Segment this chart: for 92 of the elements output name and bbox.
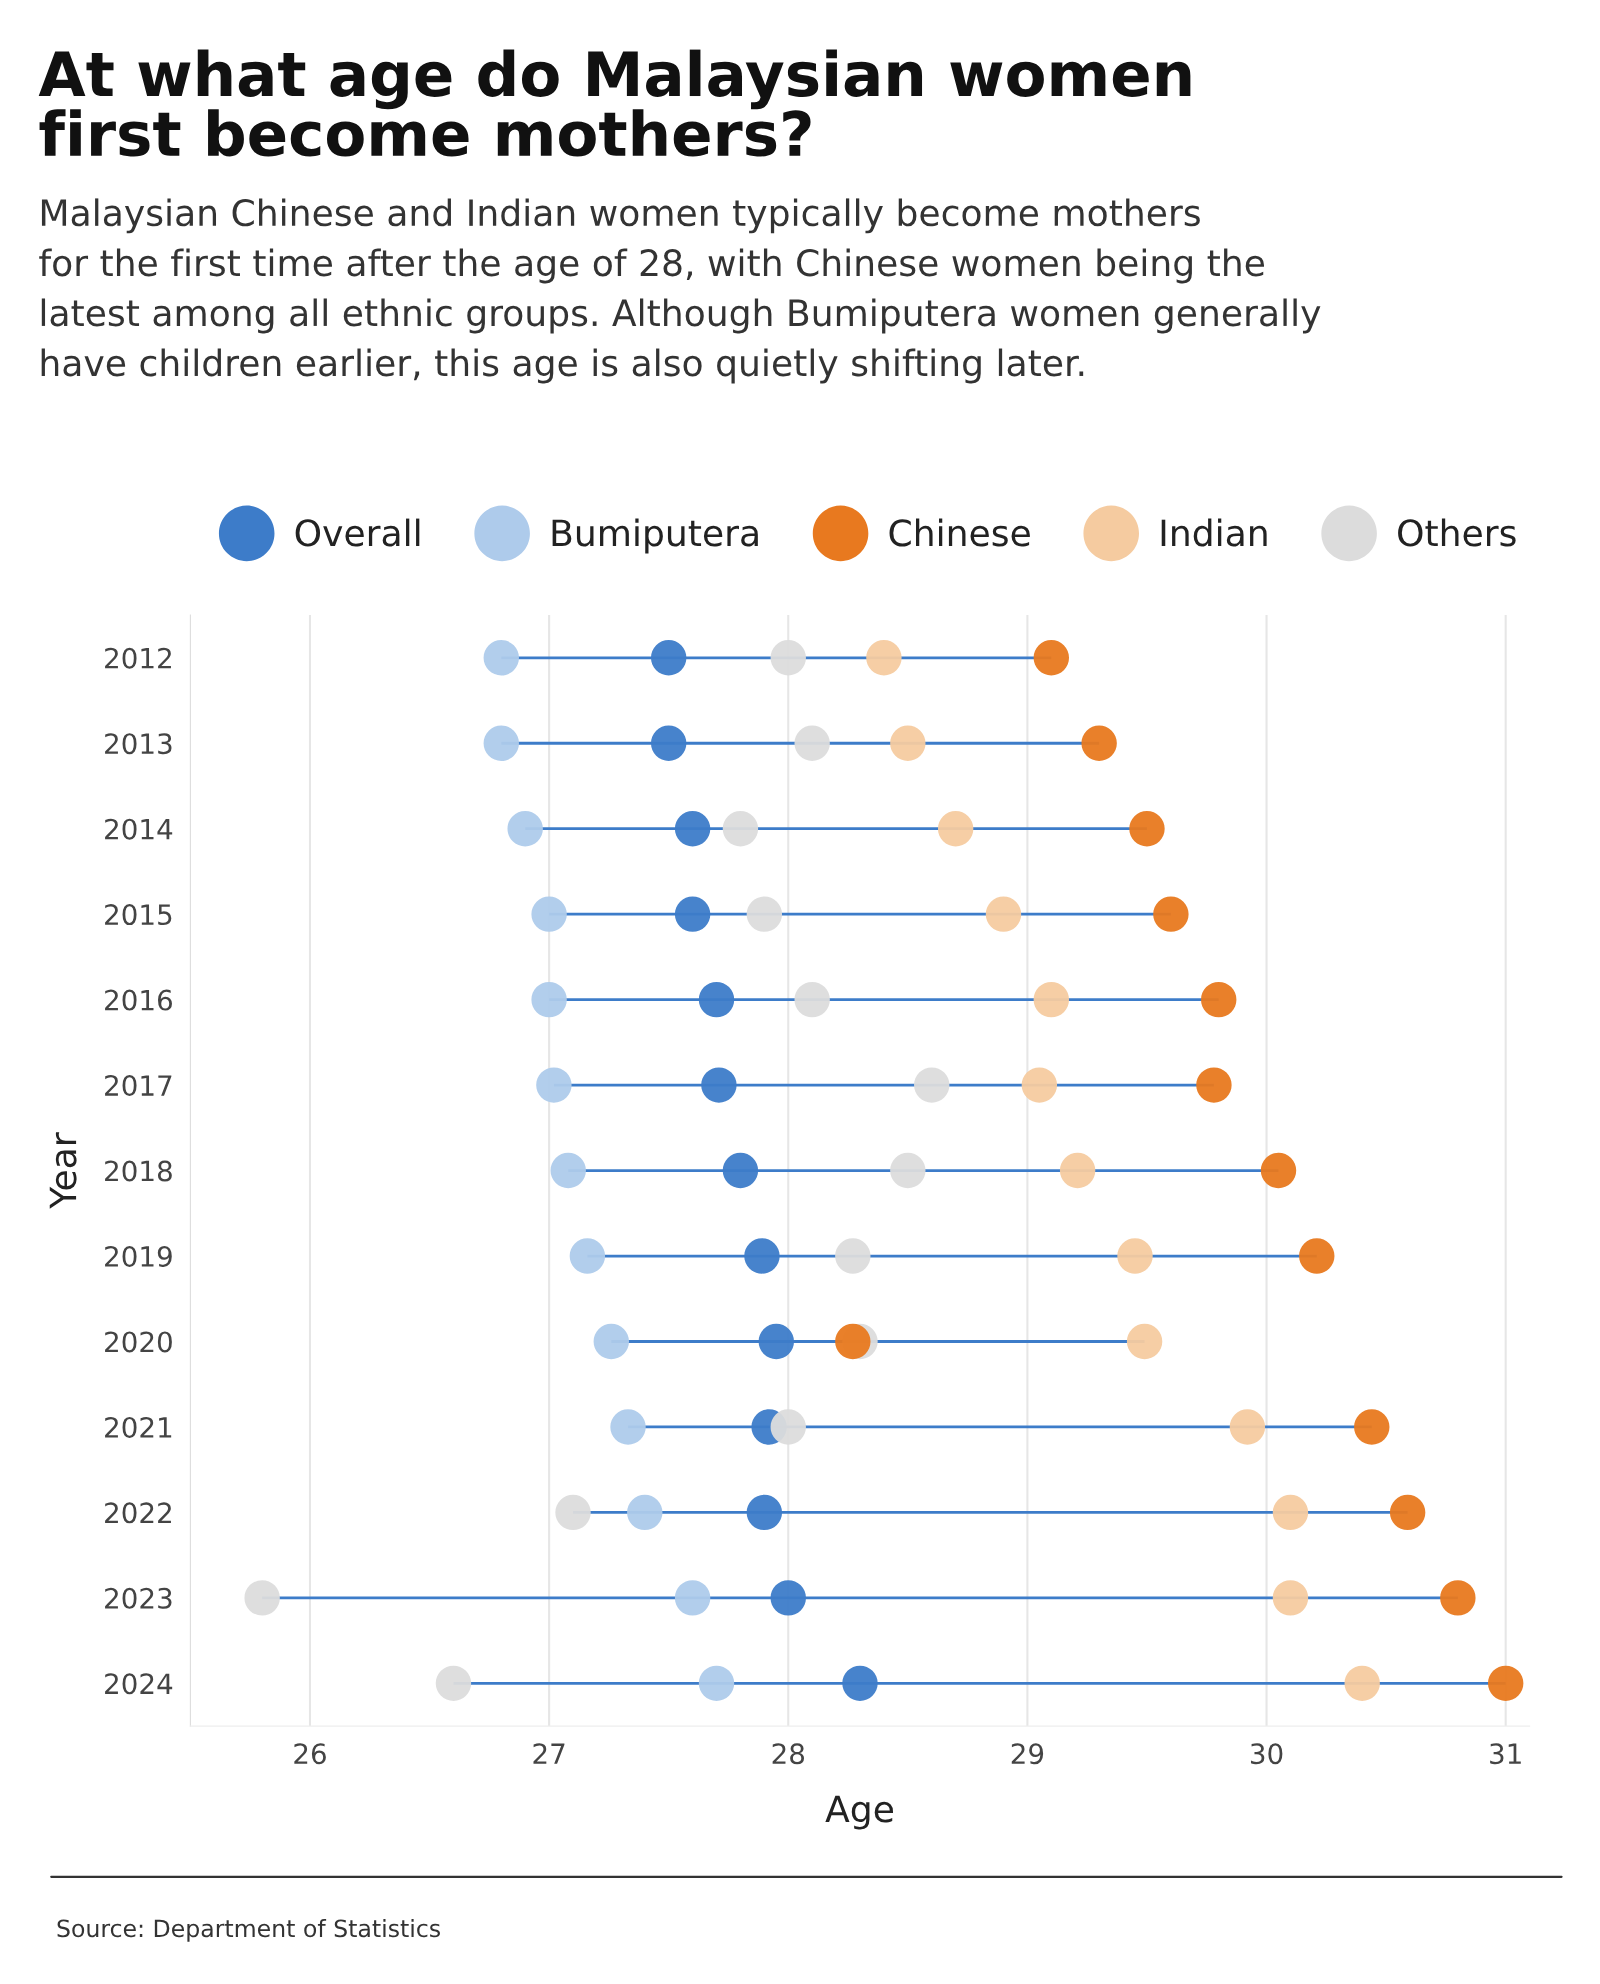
point <box>698 981 735 1018</box>
y-tick-label: 2022 <box>105 1502 171 1524</box>
point <box>914 1067 950 1103</box>
point <box>674 896 711 932</box>
point <box>1272 1580 1309 1616</box>
point <box>746 896 783 932</box>
source-note: Source: Department of Statistics <box>57 1919 440 1942</box>
y-axis-title: Year <box>49 1132 77 1209</box>
point <box>746 1494 783 1531</box>
point <box>722 1152 759 1189</box>
point <box>1129 811 1165 847</box>
point <box>722 811 759 847</box>
point <box>770 1580 806 1616</box>
point <box>794 725 830 761</box>
point <box>650 640 687 676</box>
x-tick-label: 26 <box>294 1743 326 1765</box>
point <box>483 640 519 676</box>
y-tick-label: 2018 <box>105 1160 172 1182</box>
point <box>536 1067 572 1103</box>
y-tick-label: 2020 <box>105 1331 172 1353</box>
point <box>698 1665 735 1702</box>
y-tick-label: 2021 <box>105 1416 172 1438</box>
y-tick-label: 2015 <box>105 904 172 926</box>
point <box>244 1580 280 1616</box>
y-tick-label: 2012 <box>105 647 171 669</box>
y-tick-label: 2017 <box>105 1075 172 1097</box>
point <box>1299 1238 1335 1274</box>
point <box>835 1238 871 1274</box>
point <box>744 1238 780 1274</box>
point <box>555 1494 591 1531</box>
point <box>1117 1238 1153 1274</box>
y-tick-label: 2014 <box>105 818 173 840</box>
point <box>770 1409 806 1445</box>
y-tick-label: 2019 <box>105 1245 172 1267</box>
point <box>1033 640 1070 676</box>
point <box>650 725 687 761</box>
chart-subtitle: Malaysian Chinese and Indian women typically become mothers for the first time after the age of 28, with Chinese women being the latest among all ethnic groups. Although Bumiputera women generally have children earlier, this age is also quietly shifting later. <box>39 198 1321 384</box>
x-tick-label: 28 <box>772 1743 805 1765</box>
point <box>1021 1067 1058 1103</box>
point <box>550 1152 586 1189</box>
point <box>1059 1152 1096 1189</box>
point <box>835 1323 871 1360</box>
legend-label: Others <box>1398 518 1516 547</box>
x-tick-label: 31 <box>1490 1743 1521 1765</box>
point <box>674 1580 711 1616</box>
point <box>1354 1409 1390 1445</box>
point <box>674 811 711 847</box>
point <box>701 1067 737 1103</box>
legend-label: Bumiputera <box>552 518 758 554</box>
y-tick-label: 2024 <box>105 1673 173 1695</box>
y-tick-label: 2023 <box>105 1587 172 1609</box>
x-tick-label: 27 <box>533 1743 565 1764</box>
point <box>890 725 926 761</box>
point <box>842 1665 878 1702</box>
point <box>794 981 830 1018</box>
point <box>1196 1067 1232 1103</box>
point <box>758 1323 794 1360</box>
point <box>1260 1152 1297 1189</box>
legend-label: Chinese <box>889 518 1030 547</box>
legend-label: Overall <box>295 518 420 547</box>
point <box>1440 1580 1476 1616</box>
point <box>610 1409 646 1445</box>
point <box>1229 1409 1266 1445</box>
point <box>507 811 543 847</box>
point <box>593 1323 629 1360</box>
point <box>483 725 519 761</box>
x-axis-title: Age <box>825 1795 893 1830</box>
point <box>1389 1494 1426 1531</box>
point <box>1201 981 1237 1018</box>
point <box>1081 725 1117 761</box>
point <box>1153 896 1189 932</box>
legend-label: Indian <box>1161 518 1267 547</box>
point <box>985 896 1022 932</box>
point <box>866 640 902 676</box>
point <box>569 1238 606 1274</box>
point <box>627 1494 663 1531</box>
point <box>531 981 567 1018</box>
point <box>937 811 974 847</box>
y-tick-label: 2016 <box>105 989 172 1011</box>
point <box>435 1665 472 1702</box>
point <box>890 1152 926 1189</box>
y-tick-label: 2013 <box>105 733 172 755</box>
point <box>770 640 806 676</box>
x-tick-label: 30 <box>1250 1743 1283 1765</box>
point <box>1272 1494 1309 1531</box>
point <box>531 896 567 932</box>
point <box>1487 1665 1524 1702</box>
point <box>1126 1323 1163 1360</box>
chart-title: At what age do Malaysian women first become mothers? <box>38 49 1191 157</box>
point <box>1344 1665 1380 1702</box>
x-tick-label: 29 <box>1011 1743 1044 1765</box>
point <box>1033 981 1070 1018</box>
